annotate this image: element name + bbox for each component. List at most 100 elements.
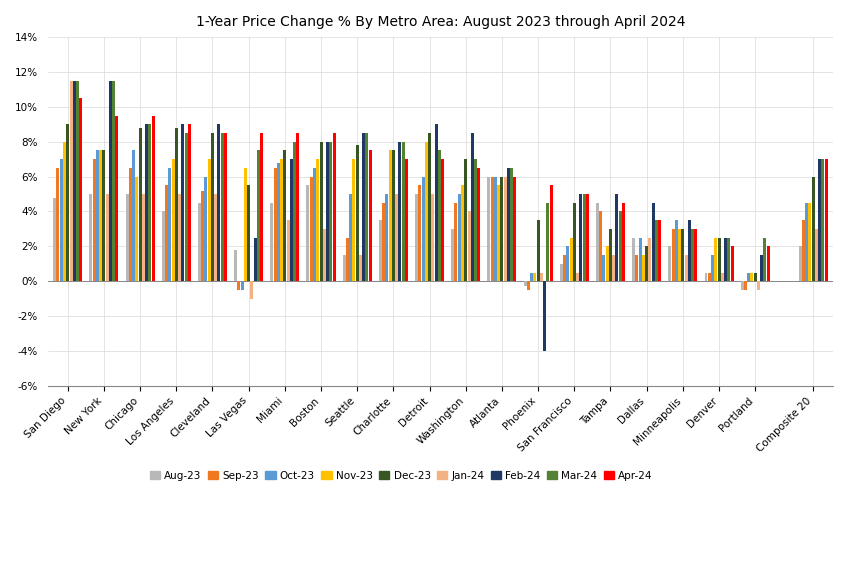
Bar (404, 159, 408, 281)
Bar (432, 194, 434, 281)
Bar (632, 238, 635, 281)
Bar (494, 177, 497, 281)
Bar (546, 203, 550, 281)
Bar (744, 281, 747, 290)
Bar (129, 168, 131, 281)
Bar (310, 177, 313, 281)
Bar (293, 142, 296, 281)
Bar (760, 255, 763, 281)
Bar (824, 159, 828, 281)
Bar (543, 281, 546, 351)
Bar (415, 194, 418, 281)
Bar (451, 229, 455, 281)
Bar (290, 159, 293, 281)
Bar (609, 229, 612, 281)
Bar (458, 194, 460, 281)
Bar (271, 203, 273, 281)
Bar (215, 194, 217, 281)
Bar (491, 177, 494, 281)
Bar (822, 159, 824, 281)
Bar (441, 159, 444, 281)
Bar (724, 238, 727, 281)
Bar (204, 177, 208, 281)
Bar (527, 281, 530, 290)
Bar (171, 159, 175, 281)
Bar (579, 194, 583, 281)
Bar (332, 133, 336, 281)
Bar (763, 238, 767, 281)
Bar (474, 159, 477, 281)
Bar (126, 194, 129, 281)
Bar (488, 177, 490, 281)
Bar (563, 255, 566, 281)
Bar (399, 142, 401, 281)
Bar (89, 194, 92, 281)
Bar (59, 159, 63, 281)
Bar (560, 264, 563, 281)
Bar (754, 272, 756, 281)
Bar (717, 238, 721, 281)
Bar (731, 246, 734, 281)
Bar (504, 177, 507, 281)
Bar (425, 142, 427, 281)
Bar (99, 151, 102, 281)
Bar (812, 177, 815, 281)
Bar (705, 272, 707, 281)
Bar (530, 272, 533, 281)
Bar (523, 281, 527, 286)
Bar (382, 203, 385, 281)
Bar (185, 133, 187, 281)
Bar (79, 98, 82, 281)
Bar (668, 246, 672, 281)
Bar (103, 151, 105, 281)
Bar (365, 133, 369, 281)
Bar (343, 255, 346, 281)
Bar (728, 238, 730, 281)
Bar (73, 81, 75, 281)
Bar (471, 133, 474, 281)
Bar (276, 162, 280, 281)
Bar (115, 115, 119, 281)
Bar (220, 133, 224, 281)
Bar (136, 177, 138, 281)
Bar (616, 194, 618, 281)
Bar (257, 151, 260, 281)
Bar (201, 191, 204, 281)
Bar (76, 81, 79, 281)
Bar (234, 250, 237, 281)
Bar (576, 272, 579, 281)
Bar (211, 133, 214, 281)
Bar (537, 220, 539, 281)
Bar (165, 185, 168, 281)
Bar (168, 168, 171, 281)
Bar (477, 168, 480, 281)
Bar (510, 168, 513, 281)
Bar (570, 238, 572, 281)
Bar (306, 185, 310, 281)
Bar (455, 203, 457, 281)
Bar (369, 151, 371, 281)
Bar (500, 177, 504, 281)
Bar (247, 185, 250, 281)
Bar (326, 142, 329, 281)
Bar (208, 159, 210, 281)
Bar (642, 255, 644, 281)
Bar (323, 229, 326, 281)
Bar (237, 281, 240, 290)
Bar (92, 159, 96, 281)
Bar (691, 229, 695, 281)
Bar (320, 142, 322, 281)
Bar (572, 203, 576, 281)
Bar (178, 194, 181, 281)
Bar (349, 194, 352, 281)
Bar (109, 81, 112, 281)
Bar (287, 220, 290, 281)
Bar (106, 194, 109, 281)
Bar (507, 168, 510, 281)
Bar (316, 159, 319, 281)
Bar (757, 281, 760, 290)
Bar (132, 151, 135, 281)
Bar (566, 246, 569, 281)
Bar (112, 81, 115, 281)
Bar (695, 229, 697, 281)
